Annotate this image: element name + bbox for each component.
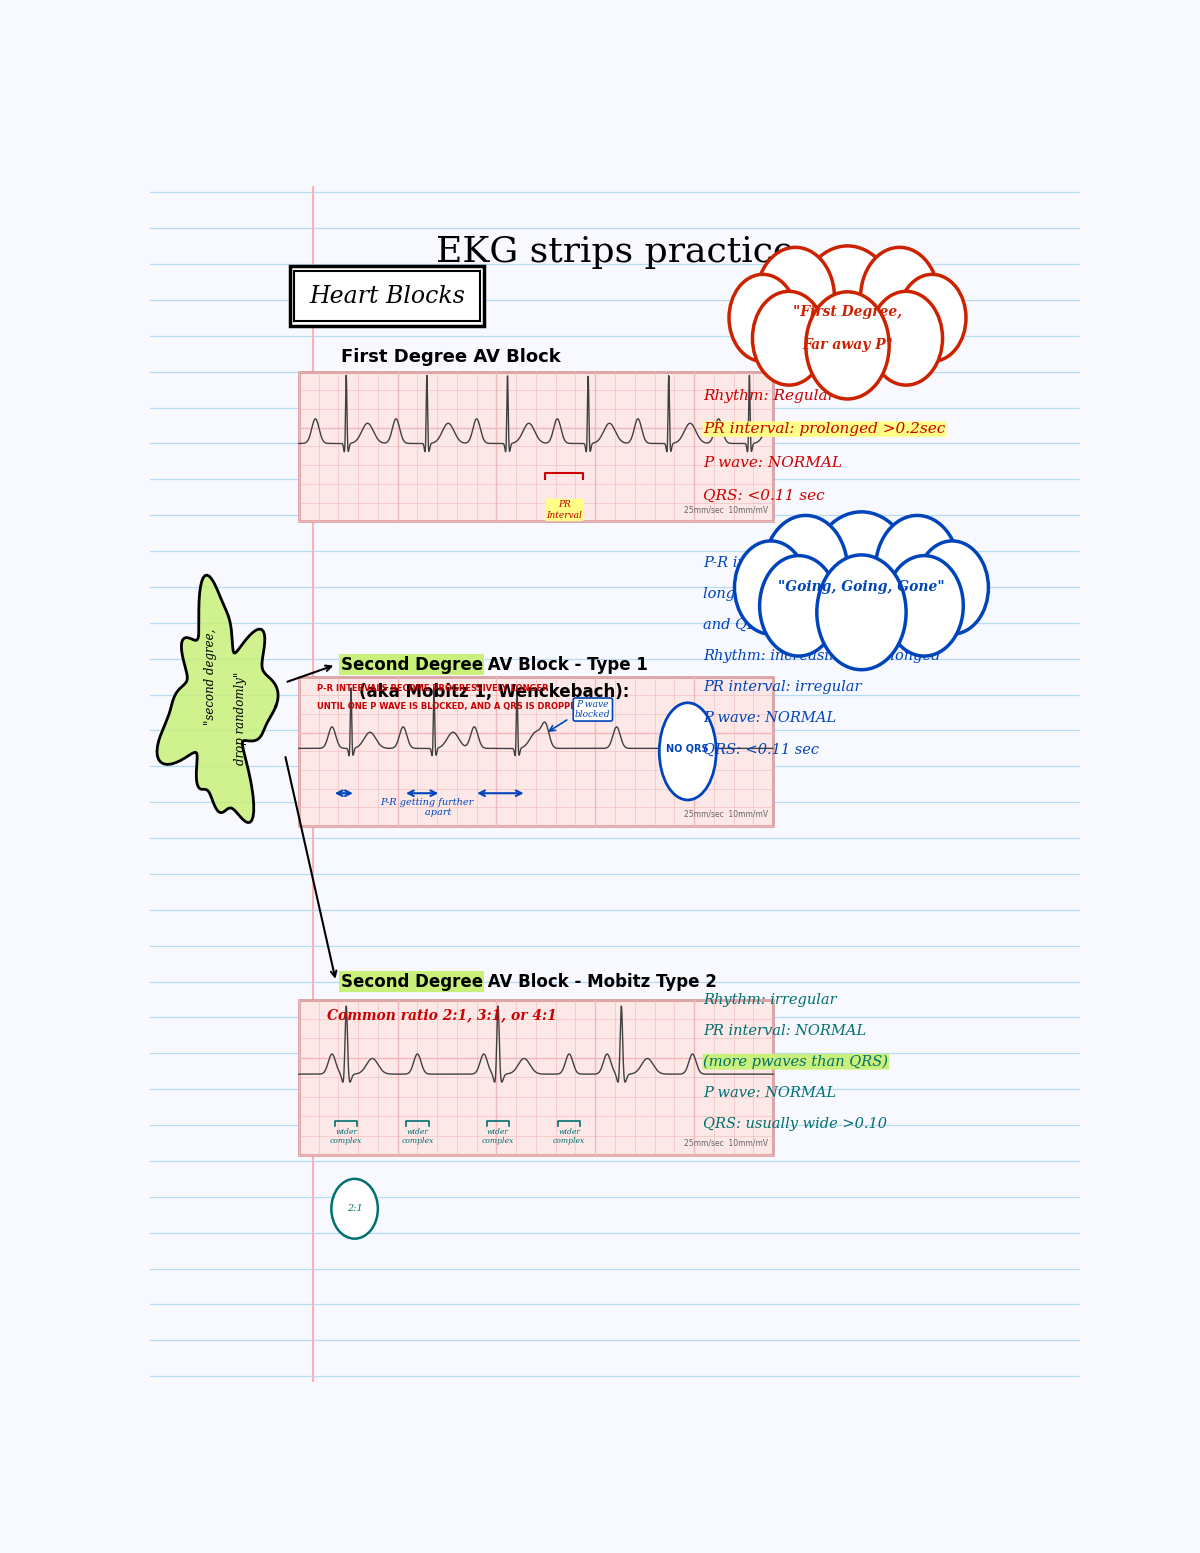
Circle shape bbox=[817, 554, 906, 669]
Circle shape bbox=[809, 512, 914, 648]
Circle shape bbox=[886, 556, 964, 655]
Text: Far away P": Far away P" bbox=[802, 339, 893, 353]
Circle shape bbox=[756, 247, 834, 348]
Circle shape bbox=[730, 275, 797, 362]
Text: NO QRS: NO QRS bbox=[666, 744, 709, 753]
Text: PR
Interval: PR Interval bbox=[546, 500, 582, 520]
Text: P wave: NORMAL: P wave: NORMAL bbox=[703, 455, 842, 469]
Text: 25mm/sec  10mm/mV: 25mm/sec 10mm/mV bbox=[684, 1138, 768, 1148]
Text: "First Degree,: "First Degree, bbox=[793, 304, 902, 318]
Text: P-R INTERVALS BECOME PROGRESSIVELY LONGER: P-R INTERVALS BECOME PROGRESSIVELY LONGE… bbox=[317, 685, 550, 693]
Polygon shape bbox=[157, 575, 278, 823]
Text: wider
complex: wider complex bbox=[482, 1127, 514, 1145]
Circle shape bbox=[916, 540, 989, 634]
Circle shape bbox=[764, 516, 847, 623]
Circle shape bbox=[860, 247, 938, 348]
Text: "second degree,: "second degree, bbox=[204, 629, 217, 725]
Text: wider
complex: wider complex bbox=[401, 1127, 433, 1145]
Text: EKG strips practice: EKG strips practice bbox=[436, 235, 794, 269]
Text: P wave: NORMAL: P wave: NORMAL bbox=[703, 1086, 836, 1100]
Text: (more pwaves than QRS): (more pwaves than QRS) bbox=[703, 1054, 888, 1068]
Ellipse shape bbox=[659, 704, 716, 800]
Text: QRS: <0.11 sec: QRS: <0.11 sec bbox=[703, 742, 820, 756]
Text: Common ratio 2:1, 3:1, or 4:1: Common ratio 2:1, 3:1, or 4:1 bbox=[326, 1008, 557, 1022]
Text: Rhythm: irregular: Rhythm: irregular bbox=[703, 992, 836, 1006]
Text: AV Block - Type 1: AV Block - Type 1 bbox=[482, 655, 648, 674]
Text: QRS: <0.11 sec: QRS: <0.11 sec bbox=[703, 489, 824, 503]
Text: Second Degree: Second Degree bbox=[341, 972, 482, 991]
Text: Rhythm: increasingly prolonged: Rhythm: increasingly prolonged bbox=[703, 649, 941, 663]
Text: Heart Blocks: Heart Blocks bbox=[310, 284, 466, 307]
Bar bbox=[290, 267, 484, 326]
Circle shape bbox=[760, 556, 838, 655]
Text: Second Degree: Second Degree bbox=[341, 655, 482, 674]
Circle shape bbox=[752, 292, 826, 385]
Text: P wave
blocked: P wave blocked bbox=[575, 700, 611, 719]
Text: PR interval: NORMAL: PR interval: NORMAL bbox=[703, 1023, 866, 1037]
Circle shape bbox=[870, 292, 942, 385]
Bar bbox=[299, 1000, 773, 1155]
Circle shape bbox=[734, 540, 808, 634]
Circle shape bbox=[876, 516, 959, 623]
Text: P-R getting further
       apart: P-R getting further apart bbox=[380, 798, 474, 817]
Circle shape bbox=[899, 275, 966, 362]
Bar bbox=[299, 677, 773, 826]
Text: (aka Mobitz 1, Wenckebach):: (aka Mobitz 1, Wenckebach): bbox=[359, 683, 630, 702]
Bar bbox=[294, 272, 480, 321]
Text: P wave: NORMAL: P wave: NORMAL bbox=[703, 711, 836, 725]
Circle shape bbox=[798, 245, 896, 373]
Text: longer until P wave blocked: longer until P wave blocked bbox=[703, 587, 910, 601]
Circle shape bbox=[331, 1179, 378, 1239]
Text: wider
complex: wider complex bbox=[330, 1127, 362, 1145]
Bar bbox=[299, 371, 773, 522]
Text: 25mm/sec  10mm/mV: 25mm/sec 10mm/mV bbox=[684, 811, 768, 818]
Circle shape bbox=[806, 292, 889, 399]
Text: drop randomly": drop randomly" bbox=[234, 672, 247, 766]
Text: QRS: usually wide >0.10: QRS: usually wide >0.10 bbox=[703, 1117, 887, 1131]
Text: AV Block - Mobitz Type 2: AV Block - Mobitz Type 2 bbox=[482, 972, 716, 991]
Text: First Degree AV Block: First Degree AV Block bbox=[341, 348, 560, 367]
Text: 2:1: 2:1 bbox=[347, 1204, 362, 1213]
Text: P-R intervals grow progressively: P-R intervals grow progressively bbox=[703, 556, 944, 570]
Text: UNTIL ONE P WAVE IS BLOCKED, AND A QRS IS DROPPED.: UNTIL ONE P WAVE IS BLOCKED, AND A QRS I… bbox=[317, 702, 587, 711]
Text: wider
complex: wider complex bbox=[553, 1127, 586, 1145]
Text: 25mm/sec  10mm/mV: 25mm/sec 10mm/mV bbox=[684, 505, 768, 514]
Text: PR interval: irregular: PR interval: irregular bbox=[703, 680, 862, 694]
Text: and QRS dropped or "GONE": and QRS dropped or "GONE" bbox=[703, 618, 920, 632]
Text: Rhythm: Regular: Rhythm: Regular bbox=[703, 388, 835, 402]
Text: "Going, Going, Gone": "Going, Going, Gone" bbox=[778, 579, 944, 593]
Text: PR interval: prolonged >0.2sec: PR interval: prolonged >0.2sec bbox=[703, 422, 946, 436]
